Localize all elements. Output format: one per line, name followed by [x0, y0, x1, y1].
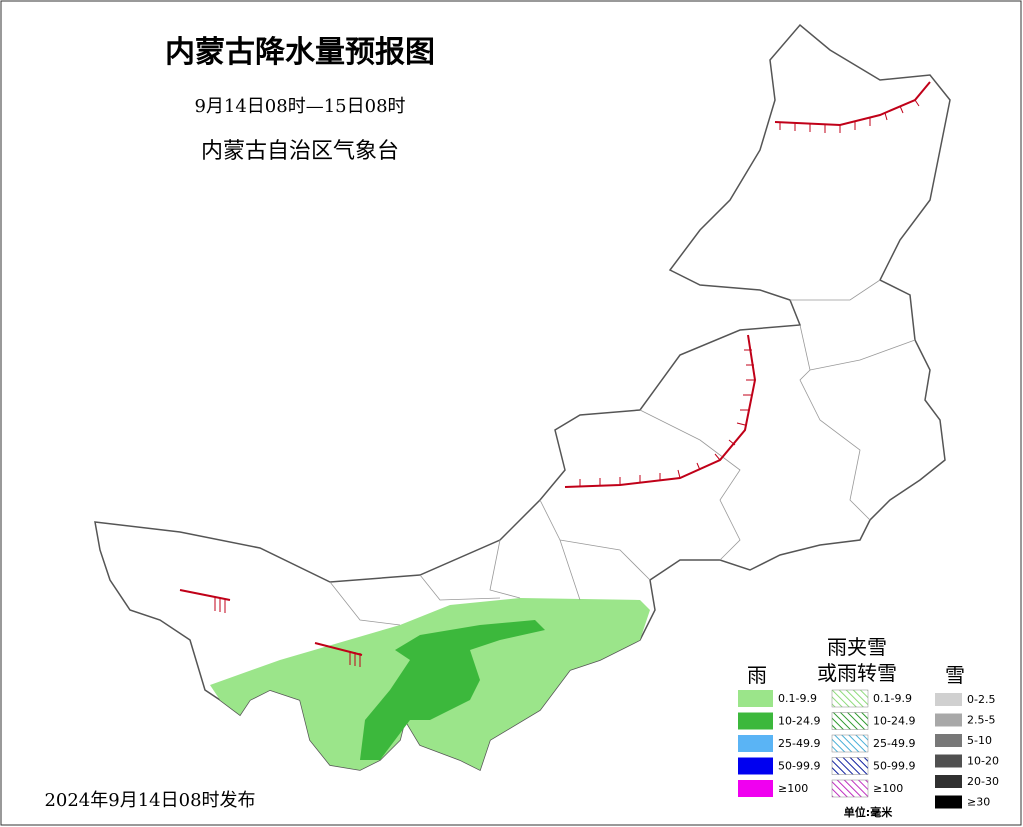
- issuer: 内蒙古自治区气象台: [201, 139, 399, 164]
- rain-swatch: [738, 757, 773, 775]
- rain-swatch: [738, 780, 773, 797]
- shear-ticks: [214, 99, 920, 667]
- rain-range: 10-24.9: [778, 715, 820, 728]
- sleet-swatch: [831, 734, 869, 753]
- league-borders: [329, 279, 916, 626]
- sleet-range: 0.1-9.9: [873, 692, 912, 705]
- rain-range: 0.1-9.9: [778, 692, 817, 705]
- sleet-legend-title: 或雨转雪: [817, 661, 897, 685]
- snow-swatch: [935, 713, 962, 727]
- rain-range: 50-99.9: [778, 760, 820, 773]
- snow-range: 5-10: [967, 734, 992, 747]
- snow-swatch: [935, 795, 962, 809]
- rain-moderate: [360, 620, 545, 760]
- sleet-swatch: [831, 712, 869, 730]
- rain-range: ≥100: [778, 782, 808, 795]
- forecast-period: 9月14日08时—15日08时: [194, 96, 405, 117]
- snow-swatch: [935, 775, 962, 788]
- snow-range: 10-20: [967, 755, 999, 768]
- sleet-range: 10-24.9: [873, 715, 915, 728]
- snow-range: 20-30: [967, 775, 999, 788]
- sleet-range: 25-49.9: [873, 737, 915, 750]
- sleet-swatch: [831, 689, 869, 708]
- snow-range: 2.5-5: [967, 714, 995, 727]
- snow-swatch: [935, 754, 962, 768]
- sleet-swatch: [831, 779, 869, 798]
- issue-time: 2024年9月14日08时发布: [44, 790, 255, 811]
- snow-range: 0-2.5: [967, 693, 995, 706]
- unit-label: 单位:毫米: [844, 805, 893, 819]
- sleet-range: ≥100: [873, 782, 903, 795]
- snow-range: ≥30: [967, 796, 990, 809]
- rain-swatch: [738, 735, 773, 752]
- snow-swatch: [935, 734, 962, 747]
- rain-legend-title: 雨: [747, 663, 767, 687]
- sleet-range: 50-99.9: [873, 760, 915, 773]
- sleet-swatch: [831, 757, 869, 775]
- map-title: 内蒙古降水量预报图: [165, 35, 435, 70]
- rain-swatch: [738, 690, 773, 707]
- rain-range: 25-49.9: [778, 737, 820, 750]
- sleet-legend-title: 雨夹雪: [827, 635, 887, 659]
- snow-swatch: [935, 693, 962, 706]
- snow-legend-title: 雪: [945, 663, 965, 687]
- rain-swatch: [738, 712, 773, 730]
